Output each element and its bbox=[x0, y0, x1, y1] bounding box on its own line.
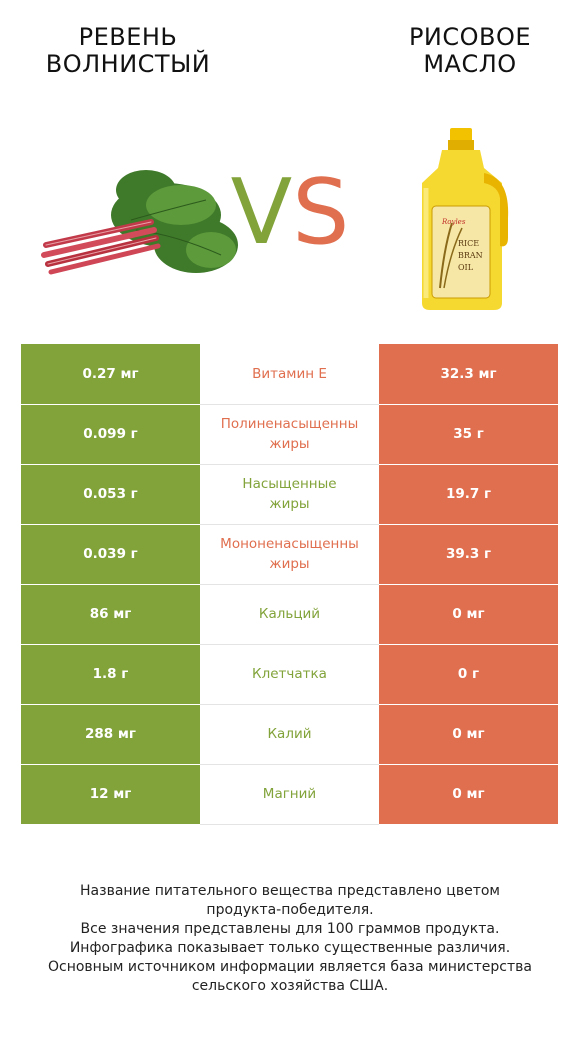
right-value: 0 мг bbox=[379, 704, 558, 765]
left-value: 1.8 г bbox=[21, 644, 200, 705]
nutrient-name-line1: Кальций bbox=[258, 606, 321, 622]
nutrient-row: 86 мг Кальций 0 мг bbox=[21, 584, 558, 645]
nutrient-name: Магний bbox=[200, 764, 379, 825]
right-title-line1: РИСОВОЕ bbox=[408, 23, 532, 51]
bottle-text-bran: BRAN bbox=[458, 251, 483, 260]
footer-line: Название питательного вещества представл… bbox=[80, 883, 500, 899]
left-value: 12 мг bbox=[21, 764, 200, 825]
right-title-line2: МАСЛО bbox=[423, 50, 517, 78]
left-product-title: РЕВЕНЬ ВОЛНИСТЫЙ bbox=[28, 24, 228, 78]
nutrient-comparison-table: 0.27 мг Витамин E 32.3 мг 0.099 г Полиненасы… bbox=[21, 344, 558, 825]
nutrient-name: Насыщенные жиры bbox=[200, 464, 379, 525]
left-title-line1: РЕВЕНЬ bbox=[78, 23, 178, 51]
vs-v: V bbox=[230, 160, 293, 265]
footer-line: сельского хозяйства США. bbox=[191, 978, 389, 994]
nutrient-row: 0.039 г Мононенасыщенны жиры 39.3 г bbox=[21, 524, 558, 585]
right-value: 35 г bbox=[379, 404, 558, 465]
nutrient-row: 0.27 мг Витамин E 32.3 мг bbox=[21, 344, 558, 405]
nutrient-name-line1: Мононенасыщенны bbox=[220, 536, 359, 552]
left-value: 86 мг bbox=[21, 584, 200, 645]
left-title-line2: ВОЛНИСТЫЙ bbox=[45, 50, 211, 78]
right-value: 0 г bbox=[379, 644, 558, 705]
nutrient-name-line1: Витамин E bbox=[252, 365, 327, 382]
left-value: 0.27 мг bbox=[21, 344, 200, 405]
right-value: 39.3 г bbox=[379, 524, 558, 585]
nutrient-name-line1: Магний bbox=[262, 786, 317, 802]
footer-line: продукта-победителя. bbox=[206, 902, 374, 918]
right-value: 0 мг bbox=[379, 764, 558, 825]
left-value: 288 мг bbox=[21, 704, 200, 765]
rice-oil-bottle-image: Royles RICE BRAN OIL bbox=[422, 128, 509, 310]
footer-line: Основным источником информации является … bbox=[48, 959, 532, 975]
nutrient-row: 288 мг Калий 0 мг bbox=[21, 704, 558, 765]
nutrient-name-line2: жиры bbox=[269, 436, 310, 452]
left-value: 0.053 г bbox=[21, 464, 200, 525]
right-value: 0 мг bbox=[379, 584, 558, 645]
nutrient-row: 0.099 г Полиненасыщенны жиры 35 г bbox=[21, 404, 558, 465]
vs-label: VS bbox=[0, 158, 580, 268]
left-value: 0.099 г bbox=[21, 404, 200, 465]
nutrient-name: Полиненасыщенны жиры bbox=[200, 404, 379, 465]
right-value: 32.3 мг bbox=[379, 344, 558, 405]
nutrient-name-line1: Калий bbox=[267, 726, 312, 742]
nutrient-name-line1: Полиненасыщенны bbox=[220, 416, 359, 432]
nutrient-name-line1: Клетчатка bbox=[252, 666, 327, 682]
right-value: 19.7 г bbox=[379, 464, 558, 525]
bottle-text-oil: OIL bbox=[458, 263, 474, 272]
right-product-title: РИСОВОЕ МАСЛО bbox=[370, 24, 570, 78]
nutrient-name: Клетчатка bbox=[200, 644, 379, 705]
nutrient-name: Витамин E bbox=[200, 344, 379, 405]
nutrient-row: 1.8 г Клетчатка 0 г bbox=[21, 644, 558, 705]
bottle-text-rice: RICE bbox=[458, 239, 479, 248]
nutrient-name-line2: жиры bbox=[269, 496, 310, 512]
footer-line: Инфографика показывает только существенн… bbox=[69, 940, 511, 956]
nutrient-row: 0.053 г Насыщенные жиры 19.7 г bbox=[21, 464, 558, 525]
footer-line: Все значения представлены для 100 граммо… bbox=[80, 921, 500, 937]
nutrient-name-line1: Насыщенные bbox=[242, 476, 337, 492]
nutrient-name: Кальций bbox=[200, 584, 379, 645]
nutrient-name-line2: жиры bbox=[269, 556, 310, 572]
nutrient-name: Мононенасыщенны жиры bbox=[200, 524, 379, 585]
nutrient-row: 12 мг Магний 0 мг bbox=[21, 764, 558, 825]
footer-notes: Название питательного вещества представл… bbox=[0, 882, 580, 996]
vs-s: S bbox=[292, 160, 350, 265]
left-value: 0.039 г bbox=[21, 524, 200, 585]
bottle-brand: Royles bbox=[441, 218, 466, 226]
rhubarb-image bbox=[41, 170, 238, 275]
nutrient-name: Калий bbox=[200, 704, 379, 765]
